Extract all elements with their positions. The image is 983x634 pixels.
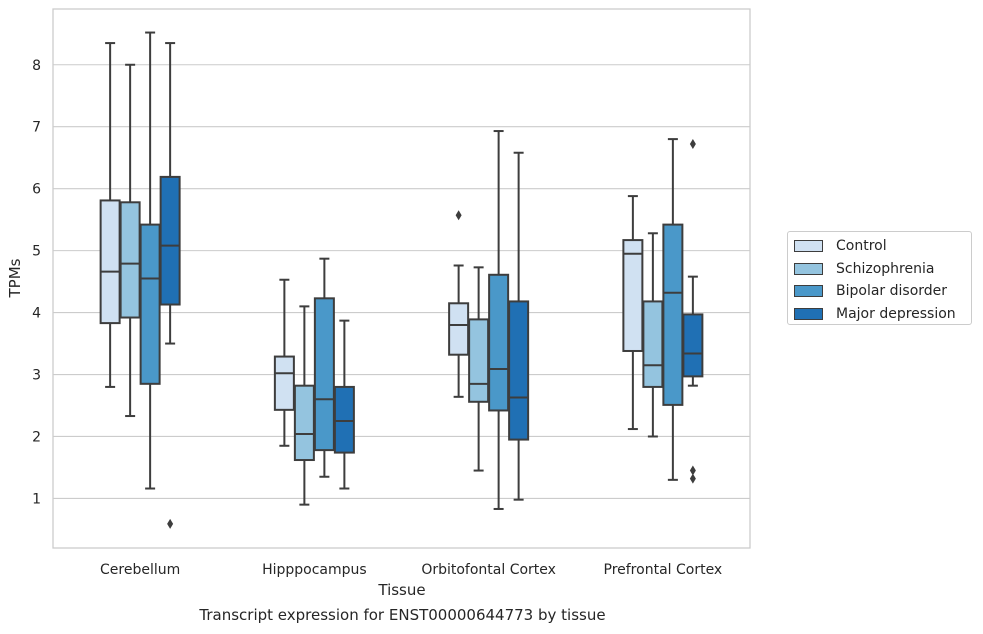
box-bipolar-disorder-3 — [662, 138, 684, 481]
box-bipolar-disorder-1 — [313, 257, 335, 478]
y-tick-label-4: 4 — [32, 306, 41, 322]
legend-item-bipolar-disorder: Bipolar disorder — [794, 280, 971, 303]
x-tick-label-0: Cerebellum — [100, 562, 180, 578]
box-iqr — [642, 300, 664, 388]
y-tick-label-6: 6 — [32, 182, 41, 198]
box-iqr — [159, 175, 181, 306]
y-tick-label-2: 2 — [32, 429, 41, 445]
outlier-point-2 — [689, 473, 696, 484]
legend-item-major-depression: Major depression — [794, 303, 971, 326]
outlier-point-1 — [689, 465, 696, 476]
box-bipolar-disorder-0 — [139, 31, 161, 490]
legend: Control Schizophrenia Bipolar disorder M… — [787, 231, 972, 325]
plot-border — [52, 8, 751, 549]
box-iqr — [119, 201, 141, 319]
box-iqr — [682, 313, 704, 378]
x-tick-label-1: Hipppocampus — [262, 562, 367, 578]
legend-label-control: Control — [836, 238, 887, 255]
box-iqr — [293, 384, 315, 462]
legend-item-control: Control — [794, 235, 971, 258]
y-tick-label-3: 3 — [32, 368, 41, 384]
box-control-3 — [622, 195, 644, 431]
box-major-depression-2 — [508, 151, 530, 501]
legend-item-schizophrenia: Schizophrenia — [794, 258, 971, 281]
outlier-point-0 — [689, 139, 696, 150]
box-iqr — [508, 300, 530, 441]
y-axis-ticks: 1 2 3 4 5 6 7 8 — [32, 58, 41, 508]
box-iqr — [662, 223, 684, 406]
legend-swatch-control — [794, 240, 823, 253]
box-iqr — [622, 239, 644, 352]
box-iqr — [313, 297, 335, 452]
box-major-depression-3 — [682, 139, 704, 484]
box-control-1 — [273, 278, 295, 447]
y-tick-label-8: 8 — [32, 58, 41, 74]
outlier-point-0 — [455, 210, 462, 221]
box-bipolar-disorder-2 — [488, 130, 510, 510]
legend-label-major-depression: Major depression — [836, 305, 956, 322]
box-major-depression-0 — [159, 42, 181, 529]
legend-label-schizophrenia: Schizophrenia — [836, 260, 935, 277]
x-tick-label-3: Prefrontal Cortex — [604, 562, 723, 578]
box-iqr — [99, 199, 121, 325]
plot-area-frame — [52, 8, 751, 549]
box-groups — [99, 31, 704, 529]
y-tick-label-7: 7 — [32, 120, 41, 136]
y-tick-label-5: 5 — [32, 244, 41, 260]
box-iqr — [333, 385, 355, 454]
box-schizophrenia-2 — [468, 266, 490, 472]
box-major-depression-1 — [333, 319, 355, 490]
legend-label-bipolar-disorder: Bipolar disorder — [836, 283, 948, 300]
box-iqr — [139, 223, 161, 385]
box-control-0 — [99, 42, 121, 388]
box-schizophrenia-0 — [119, 63, 141, 418]
legend-swatch-bipolar-disorder — [794, 285, 823, 298]
box-schizophrenia-3 — [642, 232, 664, 438]
x-axis-title: Tissue — [377, 581, 425, 599]
legend-swatch-schizophrenia — [794, 262, 823, 275]
legend-swatch-major-depression — [794, 307, 823, 320]
box-iqr — [273, 355, 295, 411]
box-iqr — [448, 302, 470, 356]
box-iqr — [468, 318, 490, 403]
box-control-2 — [448, 210, 470, 398]
outlier-point-0 — [167, 518, 174, 529]
y-tick-label-1: 1 — [32, 491, 41, 507]
box-schizophrenia-1 — [293, 305, 315, 506]
figure-caption: Transcript expression for ENST0000064477… — [199, 606, 606, 624]
x-axis-ticks: Cerebellum Hipppocampus Orbitofontal Corte… — [100, 562, 722, 578]
y-axis-title: TPMs — [6, 258, 24, 298]
x-tick-label-2: Orbitofontal Cortex — [421, 562, 556, 578]
box-iqr — [488, 273, 510, 412]
